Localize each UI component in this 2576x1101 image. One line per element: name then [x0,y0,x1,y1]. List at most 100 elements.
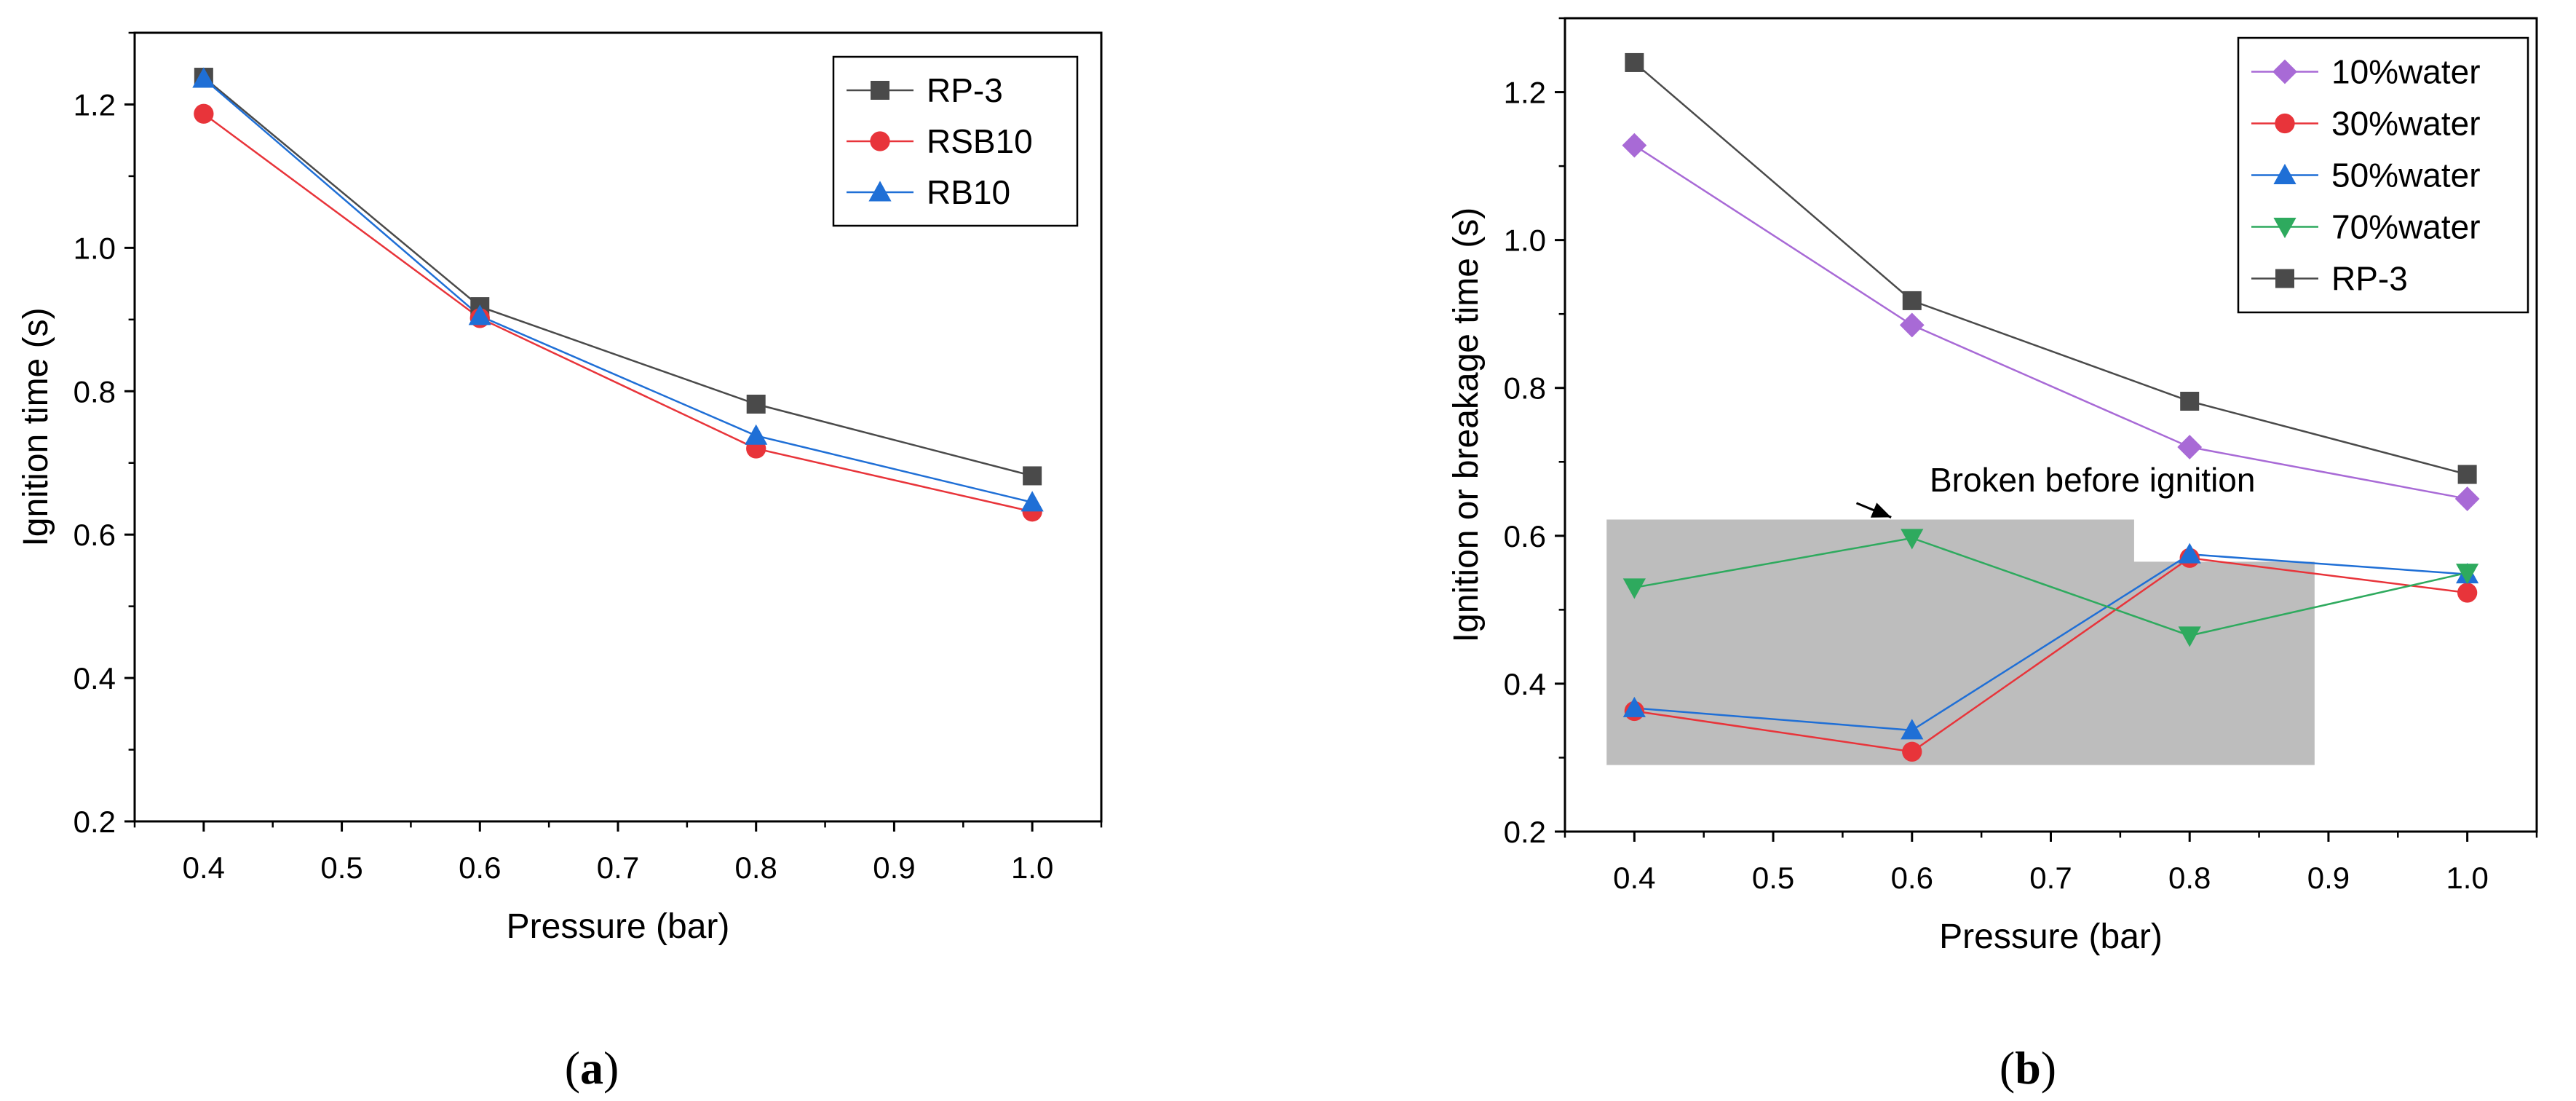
panel-caption: (b) [2000,1042,2056,1094]
data-point-rp-3 [2457,465,2477,484]
data-point-10-water [2454,486,2480,511]
data-point-rp-3 [1023,466,1042,486]
data-point-rp-3 [1902,291,1922,310]
legend-label: RP-3 [927,71,1003,109]
series-line-50-water [1634,553,2468,732]
y-axis-label: Ignition time (s) [17,307,55,546]
series-line-rp-3 [1633,61,2468,475]
x-tick-label: 0.9 [873,851,915,885]
x-tick-label: 1.0 [1011,851,1053,885]
data-point-rp-3 [746,394,766,414]
legend-item: 70%water [2251,208,2481,246]
legend-label: RB10 [927,173,1010,211]
legend-item: RB10 [847,173,1010,211]
y-tick-label: 1.2 [1504,76,1546,110]
legend-marker [2273,163,2296,184]
chart-b: 0.4 0.5 0.6 0.7 0.8 0.9 1.0 0.2 0.4 0.6 0.8 1.0 1.2 P… [1447,17,2538,956]
legend-item: 30%water [2251,105,2481,143]
legend-label: RSB10 [927,122,1033,160]
x-tick-label: 0.4 [1613,861,1655,895]
x-tick-label: 0.8 [735,851,777,885]
y-tick-label: 0.6 [1504,519,1546,553]
legend-label: 50%water [2331,157,2481,194]
data-point-30-water [2457,583,2478,603]
data-point-50-water [1901,719,1924,740]
legend-label: 70%water [2331,208,2481,246]
y-tick-label: 0.4 [74,661,116,695]
data-point-70-water [2178,626,2201,647]
annotation-arrow-head [1870,502,1892,518]
data-point-70-water [2456,564,2479,585]
y-tick-label: 0.6 [74,518,116,552]
data-point-rb10 [745,424,768,445]
y-tick-label: 0.2 [1504,815,1546,849]
x-tick-label: 0.5 [1752,861,1794,895]
data-point-rb10 [468,304,491,325]
x-tick-label: 1.0 [2446,861,2488,895]
x-tick-label: 0.8 [2168,861,2211,895]
legend: RP-3 RSB10 RB10 [832,55,1079,227]
legend-marker [871,81,889,100]
x-tick-label: 0.7 [2029,861,2072,895]
y-tick-label: 0.2 [74,805,116,839]
data-point-70-water [1622,578,1646,599]
series-line-rsb10 [203,113,1033,513]
y-tick-label: 0.8 [1504,371,1546,406]
x-tick-label: 0.6 [459,851,501,885]
x-tick-label: 0.7 [597,851,639,885]
legend: 10%water 30%water 50%water 70%water RP-3 [2237,36,2529,314]
legend-marker [2272,59,2297,84]
x-tick-label: 0.6 [1891,861,1933,895]
data-point-10-water [2177,435,2203,459]
legend-item: RP-3 [2251,260,2408,298]
legend-label: RP-3 [2331,260,2408,298]
data-point-50-water [2178,542,2201,564]
data-point-rb10 [192,67,215,88]
y-tick-label: 1.0 [1504,224,1546,258]
legend-item: RP-3 [847,71,1003,109]
panel-caption: (a) [565,1042,619,1094]
x-tick-label: 0.4 [183,851,225,885]
legend-marker [870,131,890,151]
shaded-region [1606,519,2315,765]
legend-item: 50%water [2251,157,2481,194]
data-point-10-water [1899,312,1925,338]
panel-label: b [2015,1042,2041,1094]
x-axis-label: Pressure (bar) [507,907,730,946]
y-tick-label: 0.4 [1504,667,1546,701]
series-line-rb10 [203,78,1033,504]
y-tick-label: 0.8 [74,374,116,409]
annotation-text: Broken before ignition [1930,461,2256,499]
data-point-rp-3 [1625,52,1644,72]
data-point-rsb10 [194,103,214,124]
x-axis-label: Pressure (bar) [1939,918,2163,956]
legend-label: 10%water [2331,53,2481,91]
series-line-10-water [1633,144,2468,500]
legend-marker [2275,113,2295,134]
y-axis-label: Ignition or breakage time (s) [1447,208,1486,643]
panel-caption-b: (b) [2000,1042,2056,1094]
legend-item: 10%water [2251,53,2481,91]
series-line-30-water [1634,556,2468,753]
series-line-rp-3 [203,76,1033,477]
x-tick-label: 0.9 [2307,861,2350,895]
chart-a: 0.4 0.5 0.6 0.7 0.8 0.9 1.0 0.2 0.4 0.6 0.8 1.0 1.2 P… [17,31,1103,946]
legend-marker [2273,218,2296,239]
legend-marker [2275,269,2294,288]
data-point-rb10 [1021,491,1044,512]
y-tick-label: 1.2 [74,87,116,122]
y-tick-label: 1.0 [74,231,116,265]
series-line-70-water [1634,537,2468,637]
legend-item: RSB10 [847,122,1033,160]
data-point-rp-3 [2180,392,2200,411]
legend-label: 30%water [2331,105,2481,143]
x-tick-label: 0.5 [320,851,362,885]
data-point-30-water [1902,741,1922,762]
panel-caption-a: (a) [565,1042,619,1094]
legend-marker [868,181,892,202]
data-point-50-water [1622,696,1646,717]
data-point-70-water [1901,529,1924,550]
panel-label: a [580,1042,603,1094]
data-point-10-water [1622,133,1647,158]
